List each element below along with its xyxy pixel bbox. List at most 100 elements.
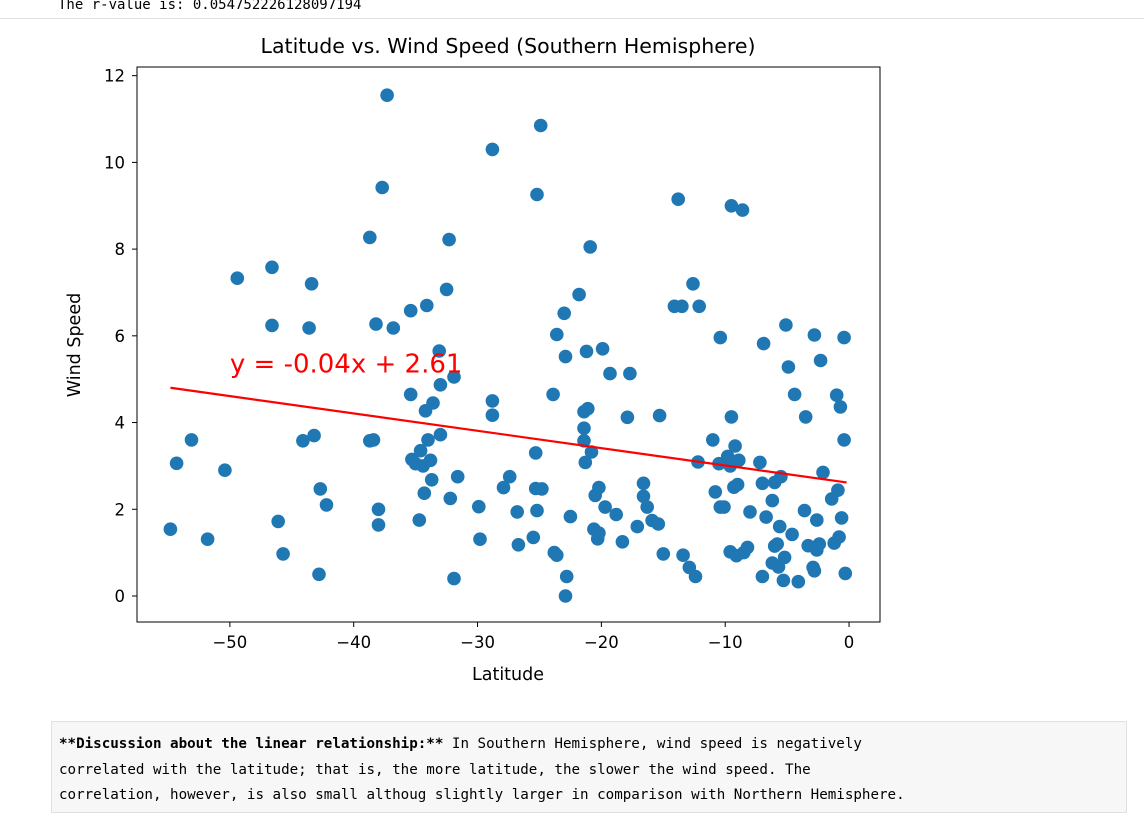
data-point <box>598 500 612 514</box>
data-point <box>772 519 787 534</box>
data-point <box>813 353 828 368</box>
data-point <box>184 433 199 447</box>
x-tick-label: −20 <box>584 633 619 652</box>
data-point <box>557 306 571 321</box>
markdown-cell[interactable]: **Discussion about the linear relationsh… <box>51 721 1127 813</box>
data-point <box>271 514 286 529</box>
data-point <box>200 532 215 546</box>
data-point <box>312 567 326 582</box>
data-point <box>816 465 830 480</box>
data-point <box>706 433 720 447</box>
data-point <box>423 453 438 468</box>
data-point <box>692 299 706 314</box>
output-top-border <box>0 0 1144 19</box>
data-point <box>386 321 401 335</box>
data-point <box>651 517 666 531</box>
data-point <box>403 303 418 318</box>
data-point <box>623 366 637 381</box>
data-point <box>169 456 184 471</box>
data-point <box>812 537 827 551</box>
data-point <box>433 427 448 442</box>
data-point <box>785 527 799 542</box>
data-point <box>770 537 784 551</box>
data-point <box>837 330 851 345</box>
y-tick-label: 12 <box>104 67 125 86</box>
scatter-chart: Latitude vs. Wind Speed (Southern Hemisp… <box>65 34 881 685</box>
data-point <box>559 569 574 584</box>
data-point <box>447 370 461 384</box>
data-point <box>528 446 543 460</box>
data-point <box>421 433 435 447</box>
data-point <box>572 287 586 302</box>
data-point <box>502 469 517 484</box>
data-point <box>615 535 630 549</box>
x-axis: −50 −40 −30 −20 −10 0 <box>212 622 854 652</box>
data-point <box>636 489 651 504</box>
data-point <box>417 486 432 501</box>
data-point <box>296 434 310 448</box>
y-tick-label: 8 <box>115 240 126 259</box>
data-point <box>603 366 617 381</box>
r-value-output: The r-value is: 0.054752226128097194 <box>58 0 362 13</box>
x-tick-label: −30 <box>460 633 495 652</box>
data-point <box>652 408 667 423</box>
data-point <box>578 455 593 470</box>
data-point <box>756 336 771 351</box>
data-point <box>730 477 745 492</box>
data-point <box>676 548 690 562</box>
data-point <box>535 482 549 496</box>
data-point <box>550 548 564 562</box>
data-point <box>609 507 623 522</box>
data-point <box>496 480 511 495</box>
data-point <box>807 328 822 342</box>
data-point <box>833 400 848 414</box>
x-tick-label: 0 <box>844 633 855 652</box>
data-point <box>583 240 597 254</box>
chart-title: Latitude vs. Wind Speed (Southern Hemisp… <box>261 34 756 58</box>
plot-frame <box>136 66 881 623</box>
data-point <box>265 318 279 333</box>
data-point <box>620 410 635 425</box>
data-point <box>640 500 654 514</box>
data-point <box>319 498 334 512</box>
x-tick-label: −10 <box>708 633 743 652</box>
data-point <box>276 547 290 561</box>
data-point <box>375 180 390 195</box>
data-point <box>380 88 394 102</box>
data-point <box>369 317 383 331</box>
data-point <box>433 378 448 392</box>
y-tick-label: 2 <box>115 500 126 519</box>
data-point <box>424 473 439 487</box>
x-axis-label: Latitude <box>472 665 544 685</box>
x-tick-label: −50 <box>212 633 247 652</box>
data-point <box>230 271 245 285</box>
data-point <box>485 142 500 157</box>
data-point <box>450 469 465 484</box>
discussion-text: **Discussion about the linear relationsh… <box>59 732 1125 809</box>
data-point <box>724 199 739 213</box>
data-point <box>439 282 454 297</box>
discussion-line-3: correlation, however, is also small alth… <box>59 787 905 803</box>
data-point <box>832 530 846 544</box>
data-point <box>777 550 792 565</box>
data-point <box>791 574 806 589</box>
y-axis-label: Wind Speed <box>65 293 85 397</box>
data-point <box>724 410 739 424</box>
y-axis: 0 2 4 6 8 10 12 <box>104 67 137 606</box>
data-point <box>656 547 671 561</box>
data-point <box>779 318 793 332</box>
data-point <box>759 510 773 524</box>
data-point <box>829 388 844 403</box>
data-point <box>546 387 560 402</box>
y-tick-label: 6 <box>115 327 126 346</box>
data-point <box>735 203 750 217</box>
data-point <box>797 503 812 518</box>
data-point <box>671 192 685 206</box>
regression-equation-label: y = -0.04x + 2.61 <box>230 350 463 380</box>
data-point <box>787 387 802 402</box>
data-point <box>526 530 541 545</box>
regression-line <box>170 386 847 484</box>
data-point <box>510 505 524 519</box>
data-point <box>579 344 594 359</box>
data-point <box>810 513 824 527</box>
